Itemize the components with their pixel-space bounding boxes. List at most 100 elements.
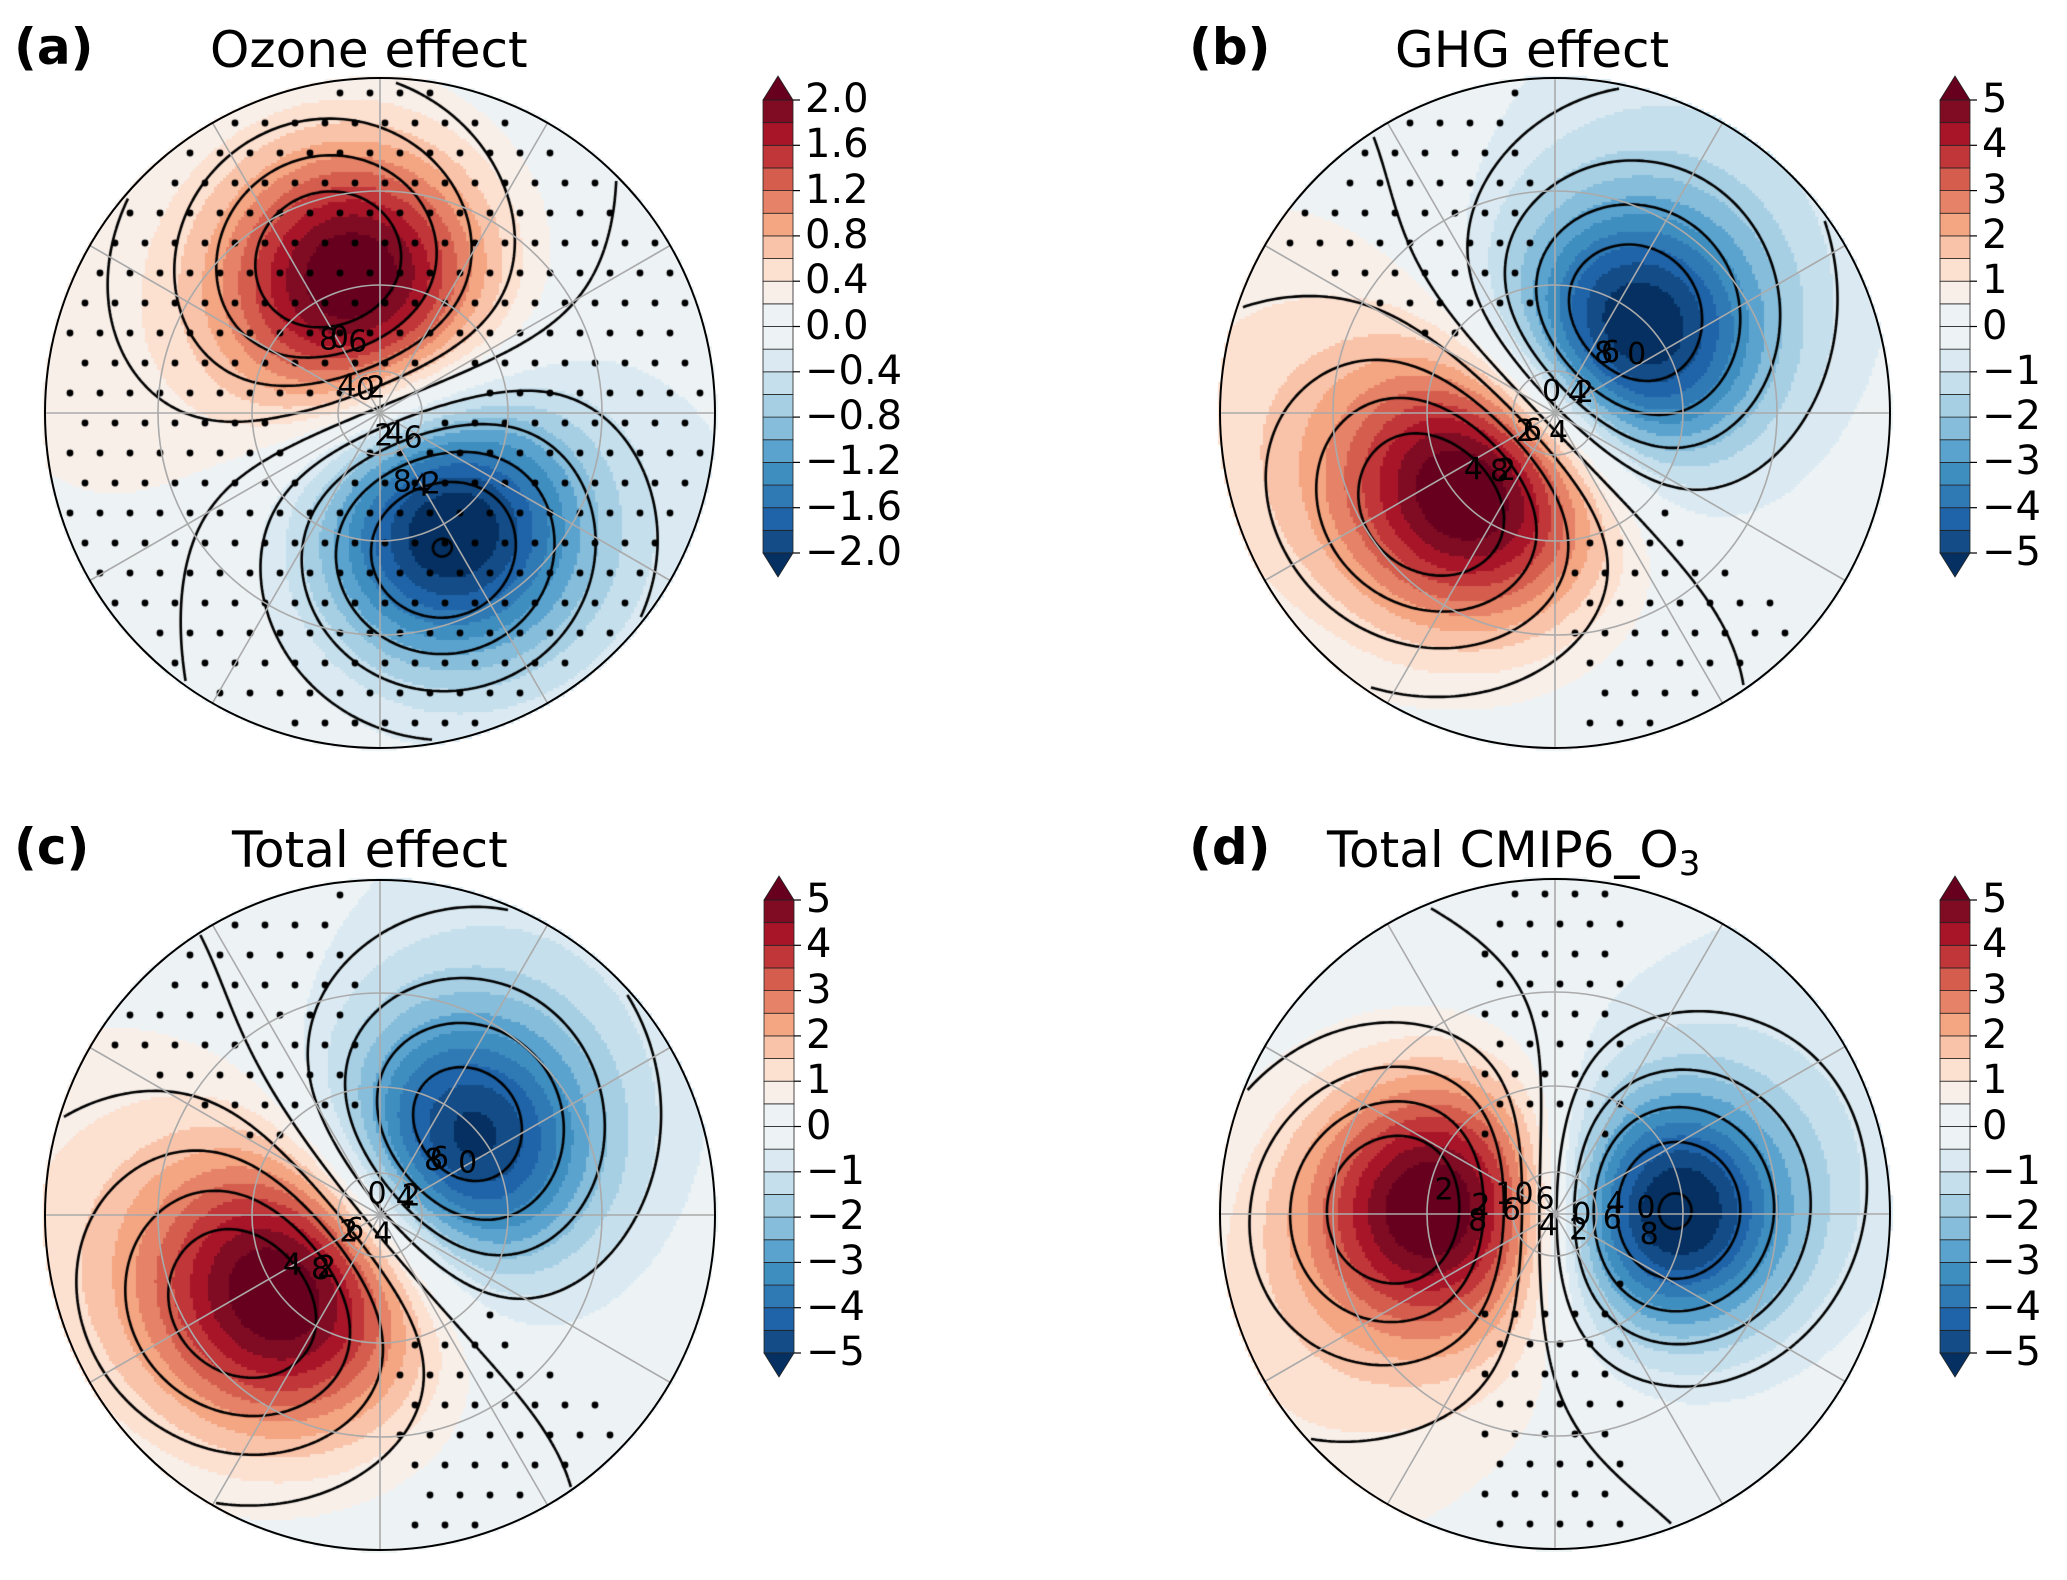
- colorbar-extend-max: [1939, 75, 1971, 101]
- colorbar-tick-label: −2: [806, 1193, 865, 1240]
- colorbar-band: [1939, 439, 1971, 463]
- colorbar-tick-label: 2.0: [805, 76, 869, 122]
- colorbar-tick-label: 0.0: [805, 302, 869, 349]
- colorbar-band: [1939, 1307, 1971, 1331]
- contour-label: 6: [348, 325, 367, 360]
- longitude-gridline: [1264, 244, 1556, 414]
- colorbar-tick-label: −5: [1982, 1329, 2041, 1375]
- contour-label: 2: [317, 1250, 336, 1285]
- panel-title-text: GHG effect: [1395, 21, 1670, 79]
- contour-label: 0: [1542, 374, 1561, 409]
- colorbar-extend-max: [762, 75, 794, 101]
- colorbar-band: [763, 1261, 795, 1286]
- longitude-gridline: [211, 412, 381, 704]
- panel-title: Ozone effect: [210, 25, 528, 81]
- contour-label: 6: [1502, 1193, 1521, 1228]
- colorbar-band: [1939, 944, 1971, 969]
- longitude-gridline: [379, 924, 549, 1216]
- longitude-gridline: [1554, 412, 1724, 704]
- contour-label: 2: [1575, 375, 1594, 410]
- colorbar-band: [1939, 899, 1971, 924]
- colorbar-band: [763, 1216, 795, 1241]
- colorbar-band: [1939, 1148, 1971, 1173]
- longitude-gridline: [1264, 412, 1556, 582]
- colorbar-band: [762, 122, 794, 146]
- contour-label: 8: [1468, 1204, 1487, 1239]
- contour-label: 6: [345, 1212, 364, 1247]
- colorbar-tick-label: −3: [1982, 438, 2041, 485]
- colorbar-band: [1939, 461, 1971, 486]
- colorbar-band: [1939, 1239, 1971, 1263]
- longitude-gridline: [1386, 923, 1556, 1215]
- colorbar: 5 4 3 2 1 0 −1 −2 −3 −4 −5: [763, 875, 924, 1380]
- contour-label: 8: [393, 464, 412, 499]
- longitude-gridline: [379, 1214, 549, 1506]
- colorbar-band: [762, 212, 794, 237]
- longitude-gridline: [1554, 1213, 1846, 1383]
- longitude-gridline: [379, 1214, 671, 1384]
- colorbar-band: [762, 371, 794, 395]
- colorbar-extend-min: [1939, 552, 1971, 578]
- colorbar-band: [763, 1058, 795, 1082]
- longitude-gridline: [1264, 1213, 1556, 1383]
- colorbar-tick-label: −1.2: [805, 438, 903, 485]
- contour-label: 6: [1523, 413, 1542, 448]
- colorbar-band: [763, 944, 795, 969]
- contour-label: 4: [1549, 415, 1568, 450]
- colorbar-band: [762, 394, 794, 418]
- colorbar-extend-min: [1939, 1352, 1971, 1378]
- longitude-gridline: [379, 244, 671, 414]
- contour-label: 4: [1606, 1186, 1625, 1221]
- contour-label: 6: [1535, 1182, 1554, 1217]
- colorbar-tick-label: 2: [806, 1011, 832, 1058]
- colorbar-tick-label: 0: [806, 1102, 832, 1149]
- contour-label: 2: [1569, 1212, 1588, 1247]
- colorbar-band: [1939, 484, 1971, 509]
- colorbar-band: [763, 1284, 795, 1309]
- longitude-gridline: [211, 122, 381, 414]
- contour-label: 4: [1539, 1208, 1558, 1243]
- panel-label: (b): [1189, 18, 1271, 76]
- colorbar-bar: [762, 75, 800, 578]
- map-boundary: [1219, 77, 1891, 749]
- colorbar-band: [1939, 1216, 1971, 1241]
- colorbar-band: [762, 235, 794, 259]
- contour-label: 10: [1495, 1177, 1533, 1212]
- colorbar-tick-label: 3: [1982, 966, 2008, 1013]
- contour-label: 0: [1572, 1197, 1591, 1232]
- colorbar-bar: [1939, 75, 1977, 578]
- colorbar-band: [1939, 1058, 1971, 1082]
- colorbar-tick-label: 5: [806, 876, 832, 922]
- contour-label: 0: [1627, 337, 1646, 372]
- colorbar-band: [1939, 1080, 1971, 1105]
- contour-label: 8: [1490, 454, 1509, 489]
- contour-label: 4: [385, 416, 404, 451]
- colorbar-band: [1939, 348, 1971, 373]
- colorbar-extend-max: [763, 875, 795, 901]
- panel-title-text: Ozone effect: [210, 21, 528, 79]
- contour-label: 0: [356, 373, 375, 408]
- contour-label: 8: [1594, 336, 1613, 371]
- colorbar-tick-label: 2: [1982, 1011, 2008, 1058]
- longitude-gridline: [379, 412, 549, 704]
- colorbar-band: [763, 1171, 795, 1195]
- colorbar-tick-label: −2: [1982, 1193, 2041, 1240]
- colorbar-band: [1939, 371, 1971, 395]
- colorbar-band: [763, 1148, 795, 1173]
- longitude-gridline: [379, 1046, 671, 1216]
- colorbar-band: [762, 280, 794, 305]
- colorbar-band: [1939, 235, 1971, 259]
- colorbar-tick-label: 4: [806, 921, 832, 968]
- colorbar-bar: [1939, 875, 1977, 1378]
- longitude-gridline: [1554, 122, 1724, 414]
- colorbar-tick-label: −3: [806, 1238, 865, 1285]
- colorbar-band: [763, 1035, 795, 1059]
- contour-label: 6: [1601, 335, 1620, 370]
- colorbar-band: [762, 507, 794, 531]
- longitude-gridline: [1554, 1045, 1846, 1215]
